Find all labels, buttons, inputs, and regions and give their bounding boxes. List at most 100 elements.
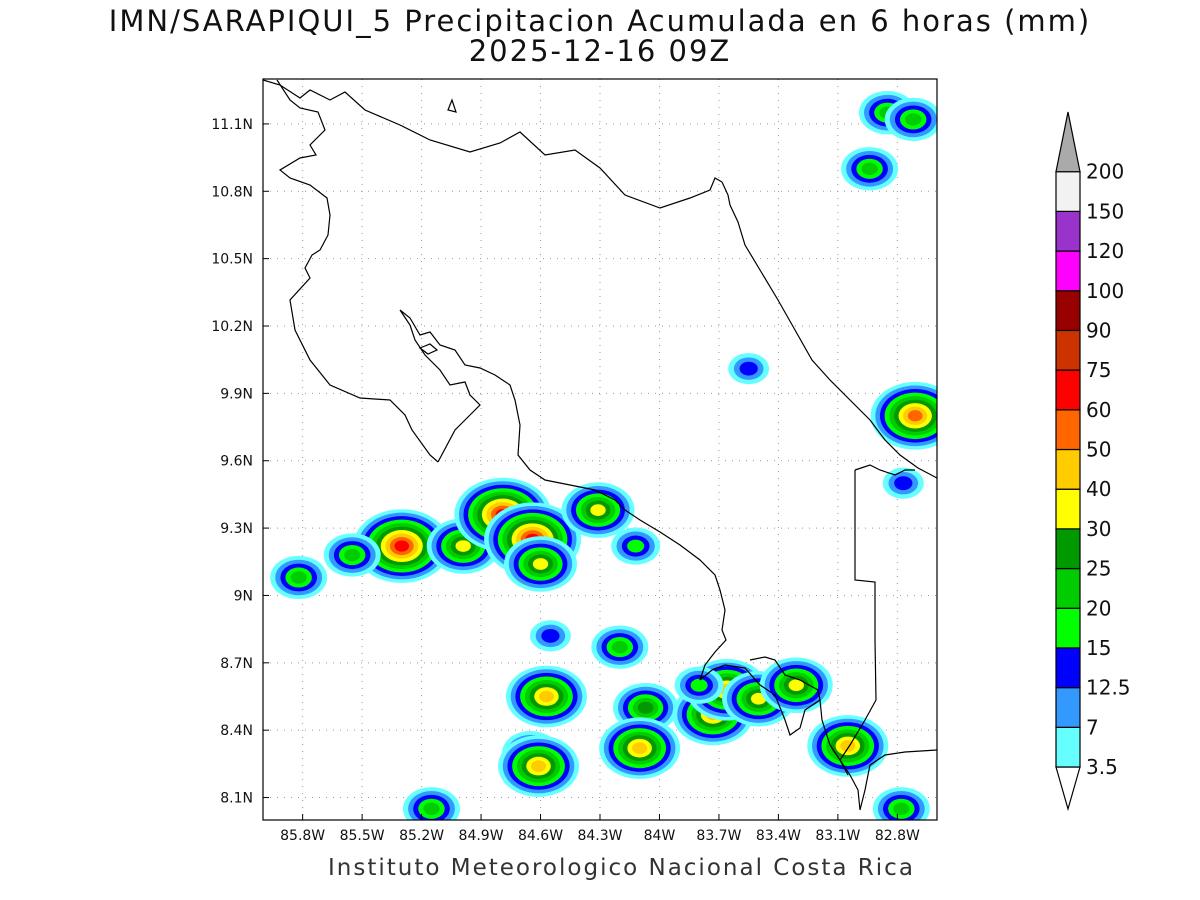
colorbar-label: 20 (1086, 596, 1111, 620)
precip-contour-30 (590, 504, 606, 516)
precip-cell (807, 715, 889, 777)
x-tick-label: 85.2W (399, 828, 444, 844)
colorbar-swatch (1055, 171, 1081, 212)
colorbar-swatch (1055, 607, 1081, 649)
colorbar-label: 50 (1086, 438, 1111, 462)
coastline-caribbean (721, 181, 937, 479)
y-tick-label: 10.2N (211, 319, 253, 335)
colorbar-label: 25 (1086, 557, 1111, 581)
colorbar-swatch (1055, 488, 1081, 530)
colorbar-swatch (1055, 528, 1081, 570)
precip-cell (870, 382, 937, 450)
colorbar: 3.5 7 12.5 15 20 25 30 40 50 60 75 90 100 120 150 200 (1055, 111, 1131, 812)
precip-cell (504, 536, 578, 592)
colorbar-lower-arrow (1055, 766, 1081, 812)
colorbar-label: 3.5 (1086, 755, 1118, 779)
precip-cell (872, 787, 930, 820)
colorbar-label: 15 (1086, 636, 1111, 660)
precip-contour-50 (907, 410, 923, 422)
x-tick-label: 85.5W (340, 828, 385, 844)
y-tick-label: 11.1N (211, 117, 253, 133)
coastline-north-sea (276, 79, 439, 463)
precip-contour-40 (840, 740, 856, 752)
precip-cell (529, 620, 571, 652)
precip-contour-40 (632, 742, 648, 754)
colorbar-swatch (1055, 250, 1081, 292)
precip-contour-20 (861, 162, 878, 176)
colorbar-swatch (1055, 448, 1081, 490)
colorbar-label: 100 (1086, 279, 1124, 303)
precip-contour-30 (455, 540, 471, 552)
coastline-nicaragua (263, 79, 723, 209)
colorbar-swatch (1055, 726, 1081, 768)
y-tick-label: 10.5N (211, 252, 253, 268)
precip-contour-60 (394, 540, 410, 552)
colorbar-label: 30 (1086, 517, 1111, 541)
precip-contour-30 (750, 692, 767, 705)
y-tick-label: 8.4N (220, 723, 253, 739)
precip-cell (599, 717, 681, 779)
colorbar-label: 40 (1086, 477, 1111, 501)
precip-contour-20 (893, 802, 910, 815)
colorbar-swatch (1055, 329, 1081, 371)
colorbar-label: 150 (1086, 199, 1124, 223)
precip-cell (270, 555, 328, 600)
precip-contour-30 (532, 558, 549, 570)
precip-contour-20 (611, 640, 628, 654)
map-title: IMN/SARAPIQUI_5 Precipitacion Acumulada … (108, 4, 1092, 38)
precip-contour-30 (788, 679, 804, 692)
y-tick-label: 8.7N (220, 656, 253, 672)
coastlines (263, 79, 937, 811)
colorbar-label: 200 (1086, 160, 1124, 184)
colorbar-swatch (1055, 687, 1081, 728)
credit-footer: Instituto Meteorologico Nacional Costa R… (328, 855, 915, 881)
axes: 85.8W 85.5W 85.2W 84.9W 84.6W 84.3W 84W 83.7W 83… (211, 117, 920, 844)
coastline-nicoya (399, 309, 727, 681)
precip-contour-12.5 (894, 476, 913, 491)
precip-contour-25 (637, 701, 654, 714)
colorbar-label: 7 (1086, 715, 1099, 739)
precip-cell (759, 657, 833, 714)
x-tick-label: 83.7W (696, 828, 741, 844)
colorbar-label: 75 (1086, 358, 1111, 382)
x-tick-label: 84.3W (577, 828, 622, 844)
coastline-osa-peninsula (819, 699, 849, 776)
x-tick-label: 85.8W (280, 828, 325, 844)
map-subtitle: 2025-12-16 09Z (468, 34, 732, 68)
precip-contour-20 (290, 571, 307, 584)
y-tick-label: 8.1N (220, 791, 253, 807)
colorbar-swatch (1055, 369, 1081, 411)
colorbar-upper-arrow (1055, 111, 1081, 173)
precip-cell (498, 735, 580, 797)
precip-contour-12.5 (739, 361, 758, 376)
precip-cell (882, 467, 924, 499)
colorbar-label: 90 (1086, 318, 1111, 342)
precip-cell (611, 527, 661, 565)
precip-cell (403, 787, 460, 820)
y-tick-label: 9.6N (220, 454, 253, 470)
precip-cell (353, 509, 451, 583)
colorbar-swatch (1055, 409, 1081, 451)
plot-background (263, 79, 937, 820)
precip-contour-12.5 (541, 628, 560, 643)
precip-contour-20 (905, 113, 922, 126)
precip-cell (674, 666, 724, 704)
precip-contour-20 (344, 548, 361, 562)
x-tick-label: 83.1W (815, 828, 860, 844)
precip-contour-15 (690, 678, 708, 692)
y-tick-label: 9N (234, 588, 253, 604)
border-panama (839, 464, 937, 811)
precip-contour-40 (531, 760, 547, 772)
precip-contour-40 (538, 690, 555, 703)
precip-contour-20 (423, 802, 440, 815)
y-tick-label: 10.8N (211, 184, 253, 200)
coastline-osa-border (699, 656, 821, 736)
coastline-lake-island (447, 98, 457, 113)
colorbar-swatch (1055, 210, 1081, 252)
precip-contour-15 (627, 539, 645, 553)
colorbar-label: 12.5 (1086, 676, 1131, 700)
y-tick-label: 9.3N (220, 521, 253, 537)
precip-cell (591, 625, 649, 669)
x-tick-label: 84W (644, 828, 676, 844)
